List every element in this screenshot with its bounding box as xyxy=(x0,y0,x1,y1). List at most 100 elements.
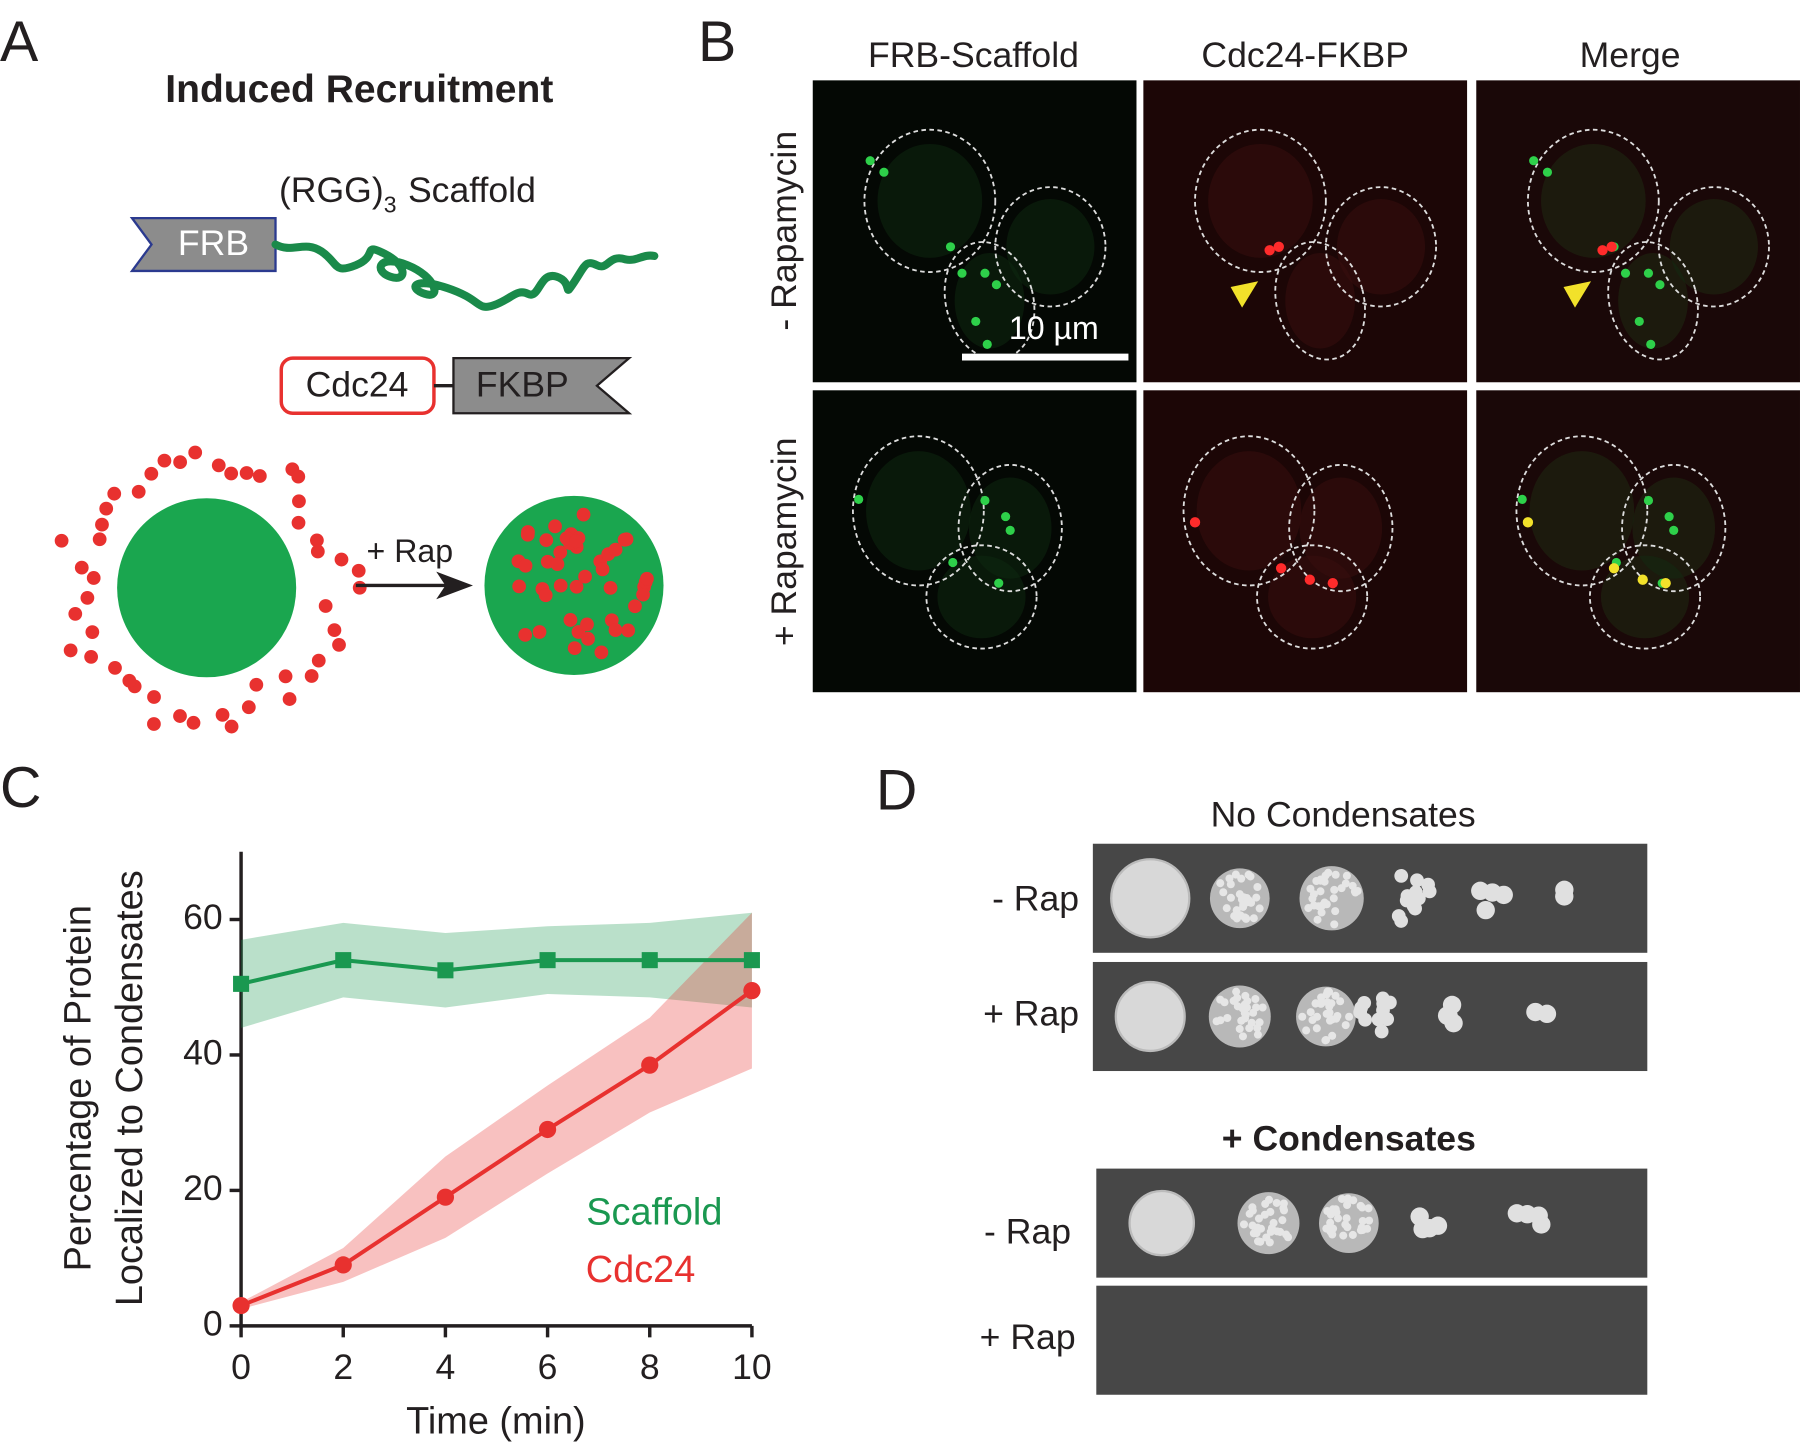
colony xyxy=(1331,907,1340,916)
colony xyxy=(1265,1238,1274,1247)
colony xyxy=(1253,1030,1262,1039)
green-spot xyxy=(1643,495,1654,506)
colony xyxy=(1318,998,1327,1007)
section-title: No Condensates xyxy=(1211,795,1476,835)
cell-outline xyxy=(1324,186,1438,308)
colony xyxy=(1342,871,1351,880)
colony xyxy=(1313,915,1322,924)
colony xyxy=(1252,893,1261,902)
red-dot xyxy=(239,466,254,480)
red-dot xyxy=(147,690,161,704)
plate xyxy=(1096,1285,1648,1395)
red-dot xyxy=(569,534,583,549)
red-dot xyxy=(85,625,100,639)
column-header: Merge xyxy=(1580,35,1681,75)
green-spot xyxy=(1669,525,1679,535)
red-dot xyxy=(553,545,568,560)
y-tick-label: 60 xyxy=(183,897,223,937)
colony xyxy=(1334,1214,1343,1223)
colony xyxy=(1345,1012,1354,1021)
red-dot xyxy=(291,469,306,484)
red-dot xyxy=(640,571,654,586)
panel-label: A xyxy=(0,10,39,74)
colony xyxy=(1337,1194,1346,1203)
red-dot xyxy=(249,677,264,692)
green-spot xyxy=(854,494,864,504)
red-dot xyxy=(569,579,584,594)
cell-glow xyxy=(954,253,1025,349)
green-spot xyxy=(1646,339,1656,349)
colony xyxy=(1251,994,1260,1004)
red-dot xyxy=(520,527,535,542)
colony xyxy=(1316,887,1325,896)
colony xyxy=(1537,1004,1557,1024)
red-dot xyxy=(548,519,562,534)
cell-glow xyxy=(1618,253,1688,349)
red-dot xyxy=(512,579,527,594)
scaffold-label: (RGG)3 Scaffold xyxy=(279,170,536,217)
colony xyxy=(1358,1203,1367,1212)
red-dot xyxy=(252,469,267,483)
red-spot xyxy=(1606,241,1617,252)
red-dot xyxy=(211,458,226,473)
colony xyxy=(1413,1219,1432,1239)
red-spot xyxy=(1327,577,1338,589)
green-spot xyxy=(1542,167,1553,177)
row-label: - Rap xyxy=(992,879,1079,919)
colony xyxy=(1320,877,1329,886)
cell-outline xyxy=(1182,435,1316,587)
red-dot xyxy=(518,558,533,573)
colony xyxy=(1394,868,1409,883)
colony xyxy=(1329,894,1338,903)
marker xyxy=(641,1056,659,1074)
label: (RGG) xyxy=(279,170,384,210)
red-spot xyxy=(1189,517,1201,528)
red-dot xyxy=(608,542,623,557)
arrowhead xyxy=(1563,281,1592,308)
cell-outline xyxy=(863,128,997,273)
red-dot xyxy=(188,445,203,460)
marker xyxy=(743,952,760,969)
colony xyxy=(1332,1208,1341,1217)
colony xyxy=(1321,871,1330,880)
colony xyxy=(1330,920,1339,929)
colony xyxy=(1374,1024,1389,1039)
colony xyxy=(1348,1230,1357,1239)
colony xyxy=(1323,987,1332,996)
colony xyxy=(1382,995,1397,1010)
cell-outline xyxy=(1256,544,1369,650)
arrow-label: + Rap xyxy=(367,533,454,569)
red-dot xyxy=(621,623,636,638)
red-dot xyxy=(576,507,591,522)
green-spot xyxy=(948,557,958,568)
colony xyxy=(1328,1230,1337,1239)
colony xyxy=(1238,1032,1247,1041)
colony xyxy=(1442,995,1462,1015)
colony xyxy=(1471,881,1490,901)
colony xyxy=(1242,1003,1252,1012)
green-spot xyxy=(957,268,967,278)
colony xyxy=(1410,873,1424,888)
red-dot xyxy=(173,709,187,723)
panel-title: Induced Recruitment xyxy=(165,68,553,111)
cell-outline xyxy=(1274,241,1366,361)
colony xyxy=(1332,1014,1341,1023)
colony xyxy=(1394,914,1409,928)
green-spot xyxy=(879,167,889,177)
red-dot xyxy=(131,484,146,499)
colony xyxy=(1298,1012,1307,1021)
colony xyxy=(1317,908,1326,917)
colony xyxy=(1235,1024,1244,1033)
y-tick-label: 40 xyxy=(183,1032,223,1072)
red-dot xyxy=(553,578,568,593)
cell-glow xyxy=(1006,199,1095,295)
red-dot xyxy=(518,628,533,642)
colony xyxy=(1357,1223,1366,1232)
cell-outline xyxy=(1527,128,1660,273)
red-dot xyxy=(144,466,159,481)
colony xyxy=(1322,1224,1331,1233)
colony xyxy=(1232,987,1241,996)
colony xyxy=(1331,870,1340,879)
red-dot xyxy=(327,623,342,637)
red-dot xyxy=(84,649,99,664)
